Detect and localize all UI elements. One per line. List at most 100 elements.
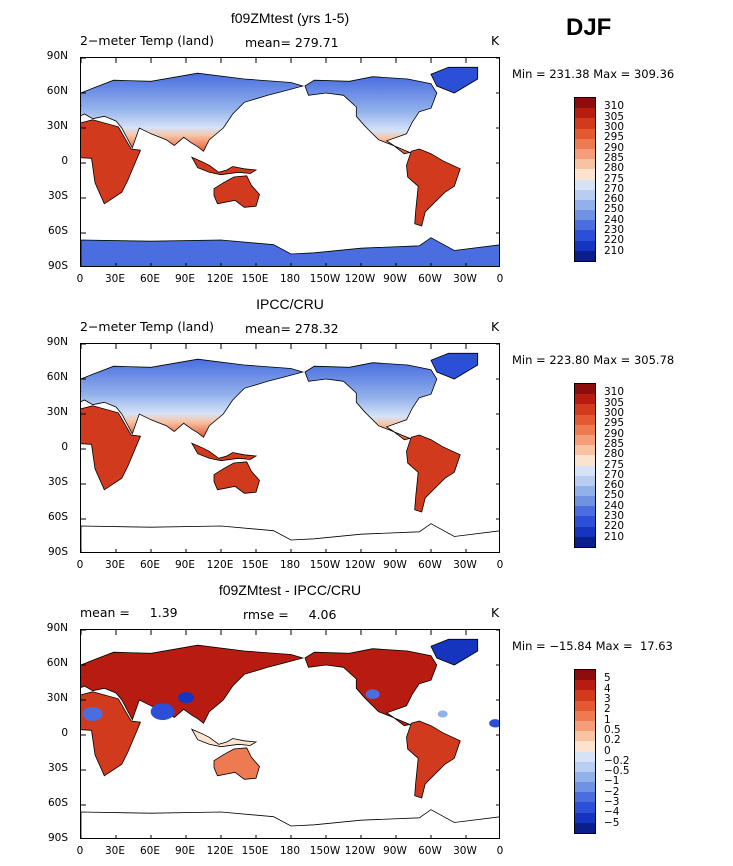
continent-samerica (406, 434, 461, 513)
lon-tick-label: 120W (344, 273, 376, 285)
continent-seasia (190, 728, 258, 748)
panel-units: K (491, 605, 500, 620)
colorbar-label: 290 (604, 141, 625, 154)
colorbar-label: 250 (604, 203, 625, 216)
colorbar-segment (575, 731, 595, 742)
colorbar-label: 305 (604, 396, 625, 409)
colorbar-label: 230 (604, 224, 625, 237)
colorbar-label: 300 (604, 406, 625, 419)
colorbar-label: 210 (604, 530, 625, 543)
panel-units: K (491, 319, 500, 334)
lat-tick-label: 30N (46, 406, 68, 418)
colorbar-label: 2 (604, 703, 611, 716)
continent-africa (81, 405, 142, 491)
lon-tick-label: 30W (453, 845, 477, 857)
lon-tick-label: 180 (279, 273, 301, 285)
colorbar-segment (575, 782, 595, 793)
lon-tick-label: 120E (206, 273, 234, 285)
lon-tick-label: 120W (344, 559, 376, 571)
continent-samerica (406, 720, 461, 799)
lon-tick-label: 150W (309, 559, 341, 571)
colorbar-label: −0.5 (604, 765, 630, 778)
continent-eurasia (81, 644, 305, 724)
continent-eurasia (81, 358, 305, 438)
lat-tick-label: 90S (47, 832, 68, 844)
colorbar-segment (575, 394, 595, 405)
lon-tick-label: 30E (105, 559, 125, 571)
colorbar-label: −2 (604, 785, 620, 798)
lon-tick-label: 0 (76, 559, 84, 571)
anomaly-patch (150, 703, 175, 721)
lon-tick-label: 90E (175, 273, 195, 285)
lat-tick-label: 90N (46, 336, 68, 348)
lat-tick-label: 60S (47, 225, 68, 237)
colorbar-label: 220 (604, 234, 625, 247)
lon-tick-label: 60E (140, 273, 160, 285)
panel-left-label: 2−meter Temp (land) (80, 319, 215, 334)
colorbar-segment (575, 506, 595, 517)
colorbar-label: 275 (604, 172, 625, 185)
continent-eurasia (81, 72, 305, 152)
colorbar-segment (575, 751, 595, 762)
panel-minmax: Min = 223.80 Max = 305.78 (512, 353, 675, 367)
colorbar-label: 3 (604, 692, 611, 705)
colorbar-segment (575, 169, 595, 180)
colorbar-segment (575, 485, 595, 497)
lon-tick-label: 30W (453, 273, 477, 285)
colorbar-label: 1 (604, 713, 611, 726)
colorbar-segment (575, 720, 595, 732)
lon-tick-label: 0 (496, 845, 504, 857)
lon-tick-label: 150E (241, 559, 269, 571)
lon-tick-label: 150W (309, 273, 341, 285)
colorbar-segment (575, 812, 595, 823)
colorbar-segment (575, 465, 595, 476)
colorbar-segment (575, 199, 595, 211)
lon-tick-label: 60E (140, 845, 160, 857)
continent-australia (213, 175, 260, 208)
colorbar-label: 285 (604, 151, 625, 164)
map-frame (80, 343, 500, 553)
lon-tick-label: 30W (453, 559, 477, 571)
lon-tick-label: 60W (418, 845, 442, 857)
colorbar-segment (575, 690, 595, 701)
colorbar-segment (575, 475, 595, 486)
lon-tick-label: 0 (76, 845, 84, 857)
continent-antarctica (81, 237, 499, 266)
colorbar-label: 285 (604, 437, 625, 450)
lat-tick-label: 30N (46, 692, 68, 704)
colorbar-segment (575, 98, 595, 109)
anomaly-patch (437, 710, 448, 718)
continent-samerica (406, 148, 461, 227)
continent-namerica (304, 76, 438, 155)
lon-tick-label: 30E (105, 845, 125, 857)
colorbar-segment (575, 179, 595, 190)
anomaly-patch (82, 707, 103, 721)
colorbar-label: 295 (604, 131, 625, 144)
lon-tick-label: 150E (241, 845, 269, 857)
colorbar-label: 0.5 (604, 723, 621, 736)
colorbar-segment (575, 771, 595, 783)
lat-tick-label: 0 (61, 727, 68, 739)
map-frame (80, 629, 500, 839)
lat-tick-label: 90N (46, 50, 68, 62)
panel-center-label: rmse = 4.06 (243, 607, 337, 622)
colorbar-segment (575, 496, 595, 507)
colorbar-label: 0.2 (604, 734, 621, 747)
lat-tick-label: 0 (61, 155, 68, 167)
continent-namerica (304, 362, 438, 441)
panel-minmax: Min = −15.84 Max = 17.63 (512, 639, 673, 653)
lon-tick-label: 0 (76, 273, 84, 285)
colorbar-label: 310 (604, 100, 625, 113)
lon-tick-label: 60W (418, 273, 442, 285)
lat-tick-label: 60N (46, 85, 68, 97)
lat-tick-label: 90N (46, 622, 68, 634)
lon-tick-label: 90E (175, 845, 195, 857)
colorbar-label: −5 (604, 816, 620, 829)
map-frame (80, 57, 500, 267)
colorbar-segment (575, 230, 595, 241)
colorbar-label: 230 (604, 510, 625, 523)
continent-antarctica-outline (81, 523, 499, 552)
colorbar-segment (575, 414, 595, 425)
colorbar-label: 270 (604, 468, 625, 481)
colorbar-label: 300 (604, 120, 625, 133)
